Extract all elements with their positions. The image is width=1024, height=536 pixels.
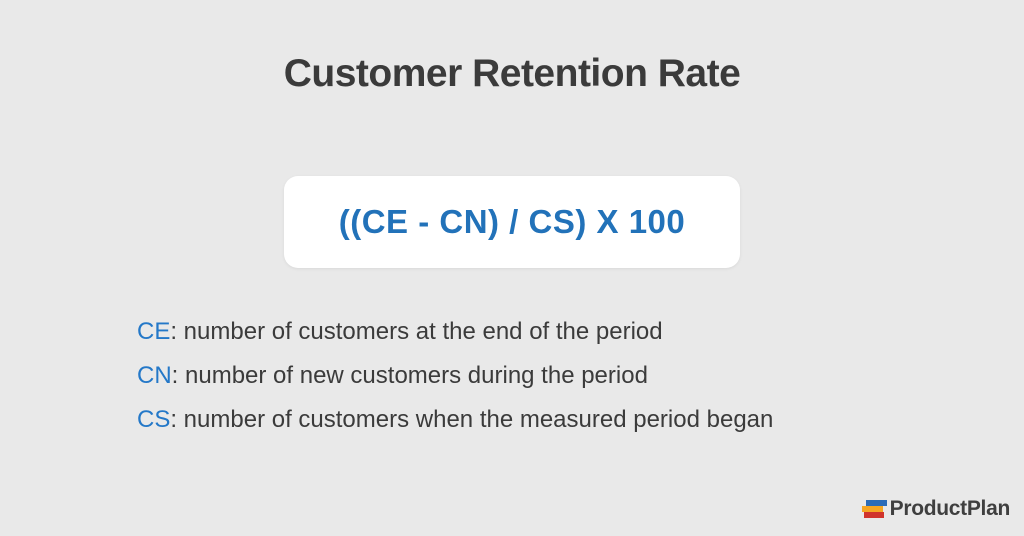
definition-text-ce: : number of customers at the end of the … [170, 318, 663, 345]
productplan-logo: ProductPlan [861, 497, 1011, 521]
formula-card: ((CE - CN) / CS) X 100 [284, 176, 740, 268]
definitions-list: CE: number of customers at the end of th… [137, 310, 773, 442]
definition-term-cn: CN [137, 362, 172, 389]
formula-text: ((CE - CN) / CS) X 100 [338, 203, 686, 240]
definition-term-cs: CS [137, 406, 171, 433]
logo-bar-orange [861, 506, 883, 512]
page-title: Customer Retention Rate [283, 52, 741, 95]
definition-text-cn: : number of new customers during the per… [171, 362, 648, 389]
logo-bar-red [863, 512, 884, 518]
definition-line-cs: CS: number of customers when the measure… [137, 398, 773, 442]
definition-term-ce: CE [137, 318, 171, 345]
definition-line-cn: CN: number of new customers during the p… [137, 354, 773, 398]
definition-text-cs: : number of customers when the measured … [170, 406, 774, 433]
definition-line-ce: CE: number of customers at the end of th… [137, 310, 773, 354]
logo-wordmark: ProductPlan [889, 497, 1011, 520]
roadmap-bars-icon [861, 500, 888, 518]
logo-bar-blue [865, 500, 887, 506]
